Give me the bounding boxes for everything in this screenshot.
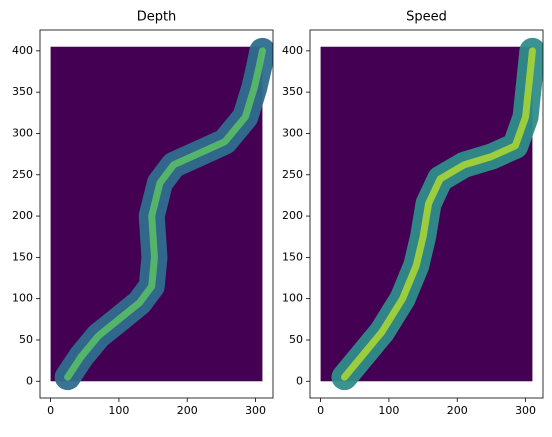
- plot-area: [320, 37, 543, 391]
- y-tick-label: 250: [12, 168, 33, 181]
- y-tick-label: 350: [12, 85, 33, 98]
- y-tick-label: 250: [282, 168, 303, 181]
- x-tick-label: 0: [47, 404, 54, 417]
- y-tick-label: 400: [12, 44, 33, 57]
- x-tick-label: 200: [177, 404, 198, 417]
- y-tick-label: 0: [296, 374, 303, 387]
- y-tick-label: 300: [12, 126, 33, 139]
- y-tick-label: 300: [282, 126, 303, 139]
- x-tick-label: 200: [447, 404, 468, 417]
- axes-title: Speed: [406, 10, 447, 25]
- x-tick-label: 300: [515, 404, 536, 417]
- channel-core: [341, 47, 536, 381]
- x-tick-label: 100: [108, 404, 129, 417]
- channel-core: [64, 47, 266, 381]
- axes-frame: [39, 29, 274, 399]
- axes-title: Depth: [137, 10, 177, 25]
- y-tick-label: 200: [12, 209, 33, 222]
- y-tick-label: 400: [282, 44, 303, 57]
- y-tick-label: 150: [282, 250, 303, 263]
- y-tick-label: 0: [26, 374, 33, 387]
- y-tick-label: 50: [19, 333, 33, 346]
- axes-frame: [309, 29, 544, 399]
- y-tick-label: 150: [12, 250, 33, 263]
- x-tick-label: 100: [378, 404, 399, 417]
- x-tick-label: 300: [245, 404, 266, 417]
- y-tick-label: 350: [282, 85, 303, 98]
- x-tick-label: 0: [317, 404, 324, 417]
- y-tick-label: 100: [282, 292, 303, 305]
- y-tick-label: 50: [289, 333, 303, 346]
- y-tick-label: 100: [12, 292, 33, 305]
- plot-area: [50, 37, 273, 391]
- y-tick-label: 200: [282, 209, 303, 222]
